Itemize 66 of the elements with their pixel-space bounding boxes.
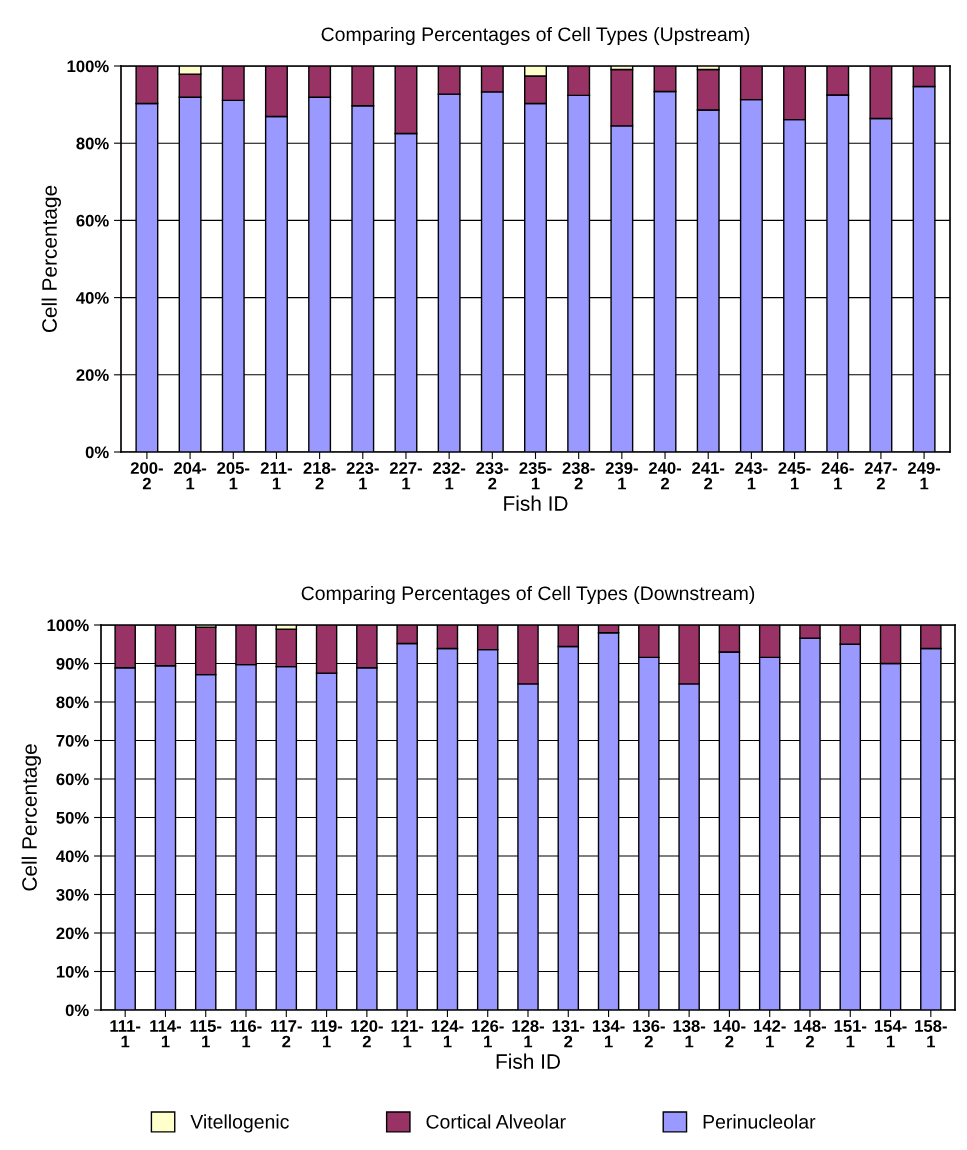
- y-axis-title: Cell Percentage: [41, 185, 62, 333]
- y-tick-label: 60%: [76, 214, 109, 227]
- y-axis-title: Cell Percentage: [21, 744, 42, 891]
- y-tick-label: 80%: [56, 696, 89, 709]
- y-tick-label: 60%: [56, 773, 89, 786]
- x-tick-label: 120- 2: [351, 1020, 383, 1048]
- x-tick-label: 116- 1: [230, 1020, 262, 1048]
- x-tick-label: 227- 1: [389, 462, 422, 490]
- legend-label: Cortical Alveolar: [426, 1114, 566, 1129]
- x-tick-label: 131- 2: [552, 1020, 585, 1048]
- x-tick-label: 148- 2: [794, 1020, 826, 1048]
- x-tick-label: 114- 1: [150, 1020, 182, 1048]
- x-tick-label: 134- 1: [592, 1020, 625, 1048]
- y-tick-label: 100%: [47, 619, 89, 632]
- x-tick-label: 126- 1: [472, 1020, 504, 1048]
- y-tick-label: 70%: [56, 734, 89, 747]
- x-tick-label: 240- 2: [648, 462, 682, 490]
- chart-title: Comparing Percentages of Cell Types (Upstream): [321, 26, 750, 46]
- x-tick-label: 128- 1: [512, 1020, 545, 1048]
- y-tick-label: 90%: [56, 657, 89, 670]
- x-tick-label: 142- 1: [754, 1020, 786, 1048]
- x-tick-label: 241- 2: [692, 462, 725, 490]
- x-tick-label: 239- 1: [605, 462, 638, 490]
- y-tick-label: 20%: [56, 927, 89, 940]
- y-tick-label: 30%: [56, 888, 89, 901]
- x-tick-label: 111- 1: [110, 1020, 141, 1048]
- x-tick-label: 233- 2: [476, 462, 509, 490]
- x-tick-label: 238- 2: [562, 462, 595, 490]
- x-axis-title: Fish ID: [496, 1053, 560, 1069]
- x-tick-label: 200- 2: [130, 462, 163, 490]
- x-tick-label: 245- 1: [778, 462, 811, 490]
- legend-label: Perinucleolar: [703, 1114, 816, 1129]
- x-tick-label: 246- 1: [821, 462, 854, 490]
- x-tick-label: 243- 1: [735, 462, 768, 490]
- y-tick-label: 20%: [76, 369, 109, 381]
- y-tick-label: 100%: [67, 60, 109, 73]
- y-tick-label: 10%: [56, 965, 89, 978]
- x-tick-label: 119- 1: [311, 1020, 343, 1048]
- legend-label: Vitellogenic: [190, 1114, 289, 1133]
- x-tick-label: 138- 1: [673, 1020, 706, 1048]
- x-tick-label: 158- 1: [915, 1020, 947, 1048]
- x-tick-label: 223- 1: [346, 462, 379, 490]
- y-tick-label: 80%: [76, 137, 109, 150]
- x-tick-label: 115- 1: [190, 1020, 222, 1048]
- x-tick-label: 247- 2: [864, 462, 897, 490]
- x-tick-label: 124- 1: [431, 1020, 464, 1048]
- x-tick-label: 121- 1: [391, 1020, 424, 1048]
- x-tick-label: 232- 1: [433, 462, 466, 490]
- x-tick-label: 204- 1: [173, 462, 207, 490]
- x-tick-label: 235- 1: [519, 462, 552, 490]
- y-tick-label: 0%: [65, 1004, 89, 1017]
- x-tick-label: 218- 2: [303, 462, 336, 490]
- y-tick-label: 50%: [56, 811, 89, 824]
- x-tick-label: 249- 1: [907, 462, 941, 490]
- x-tick-label: 136- 2: [633, 1020, 665, 1048]
- y-tick-label: 0%: [85, 446, 109, 459]
- x-tick-label: 211- 1: [260, 462, 292, 490]
- y-tick-label: 40%: [76, 292, 109, 304]
- x-tick-label: 205- 1: [217, 462, 250, 490]
- x-tick-label: 151- 1: [834, 1020, 867, 1048]
- chart-title: Comparing Percentages of Cell Types (Downstream): [301, 585, 755, 605]
- x-tick-label: 140- 2: [713, 1020, 746, 1048]
- x-axis-title: Fish ID: [504, 495, 568, 511]
- x-tick-label: 117- 2: [271, 1020, 302, 1048]
- y-tick-label: 40%: [56, 850, 89, 863]
- x-tick-label: 154- 1: [874, 1020, 907, 1048]
